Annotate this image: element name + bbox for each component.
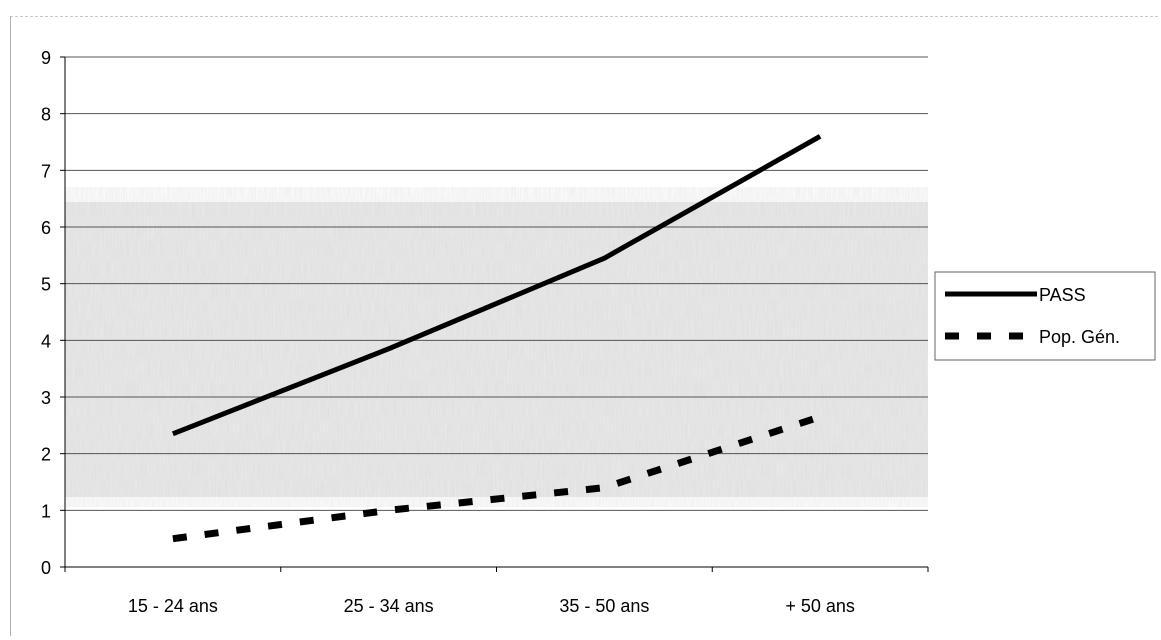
legend-label: Pop. Gén. <box>1039 327 1120 347</box>
y-tick-label: 5 <box>41 275 51 295</box>
x-axis-ticks: 15 - 24 ans 25 - 34 ans 35 - 50 ans + 50 an… <box>64 567 929 616</box>
plot-texture <box>65 187 928 507</box>
legend-box <box>934 271 1156 361</box>
x-tick-label: 15 - 24 ans <box>128 596 218 616</box>
y-tick-label: 9 <box>41 48 51 68</box>
x-tick-label: + 50 ans <box>785 596 855 616</box>
y-tick-label: 0 <box>41 558 51 578</box>
y-tick-label: 7 <box>41 161 51 181</box>
x-tick-label: 25 - 34 ans <box>344 596 434 616</box>
series-lines <box>171 134 822 543</box>
x-tick-label: 35 - 50 ans <box>559 596 649 616</box>
y-tick-label: 3 <box>41 388 51 408</box>
legend: PASS Pop. Gén. <box>934 271 1156 361</box>
chart-frame <box>10 16 1158 636</box>
series-line-1 <box>172 413 822 543</box>
y-tick-label: 8 <box>41 105 51 125</box>
y-tick-label: 6 <box>41 218 51 238</box>
series-line-0 <box>171 134 822 437</box>
y-tick-label: 1 <box>41 501 51 521</box>
y-tick-label: 2 <box>41 445 51 465</box>
y-axis-ticks: 0 1 2 3 4 5 6 7 8 9 <box>41 48 65 578</box>
legend-label: PASS <box>1039 285 1086 305</box>
gridlines <box>65 56 928 511</box>
plot-background <box>65 57 928 567</box>
y-tick-label: 4 <box>41 331 51 351</box>
